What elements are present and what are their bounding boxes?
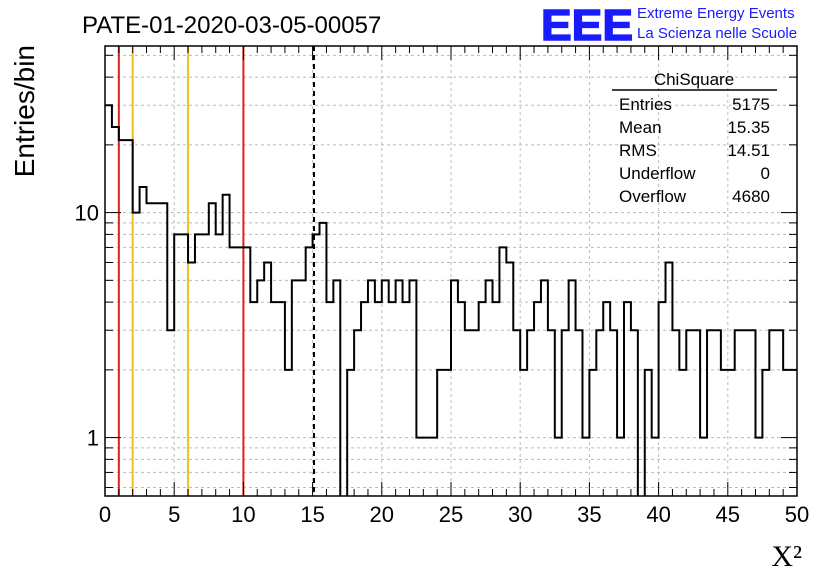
y-axis-label: Entries/bin	[9, 45, 40, 177]
y-tick-label: 1	[87, 426, 99, 451]
run-title: PATE-01-2020-03-05-00057	[82, 12, 381, 39]
stats-value-rms: 14.51	[727, 141, 770, 160]
stats-value-overflow: 4680	[732, 187, 770, 206]
stats-label-underflow: Underflow	[619, 164, 696, 183]
x-tick-label: 10	[231, 502, 255, 527]
stats-box: ChiSquare Entries 5175 Mean 15.35 RMS 14…	[612, 70, 777, 206]
eee-logo: EEE	[541, 1, 633, 50]
x-axis-label: X²	[771, 540, 802, 572]
x-tick-label: 15	[300, 502, 324, 527]
stats-title: ChiSquare	[654, 70, 734, 89]
x-tick-label: 45	[716, 502, 740, 527]
logo-line-1: Extreme Energy Events	[637, 5, 795, 22]
marker-lines	[117, 46, 315, 496]
stats-label-overflow: Overflow	[619, 187, 687, 206]
x-tick-label: 0	[99, 502, 111, 527]
x-tick-label: 5	[168, 502, 180, 527]
histogram	[105, 104, 797, 496]
stats-label-rms: RMS	[619, 141, 657, 160]
stats-value-mean: 15.35	[727, 118, 770, 137]
logo-line-2: La Scienza nelle Scuole	[637, 25, 797, 42]
axes: 0 5 10 15 20 25 30 35 40 45 50 1 10	[75, 45, 809, 527]
histogram-step-line	[105, 104, 797, 496]
histogram-group	[105, 104, 797, 496]
x-tick-label: 40	[646, 502, 670, 527]
stats-label-entries: Entries	[619, 95, 672, 114]
y-tick-label: 10	[75, 201, 99, 226]
stats-value-underflow: 0	[761, 164, 770, 183]
x-tick-label: 20	[370, 502, 394, 527]
x-tick-label: 30	[508, 502, 532, 527]
grid	[104, 46, 798, 496]
stats-label-mean: Mean	[619, 118, 662, 137]
stats-value-entries: 5175	[732, 95, 770, 114]
x-tick-label: 50	[785, 502, 809, 527]
x-tick-label: 35	[577, 502, 601, 527]
x-tick-label: 25	[439, 502, 463, 527]
